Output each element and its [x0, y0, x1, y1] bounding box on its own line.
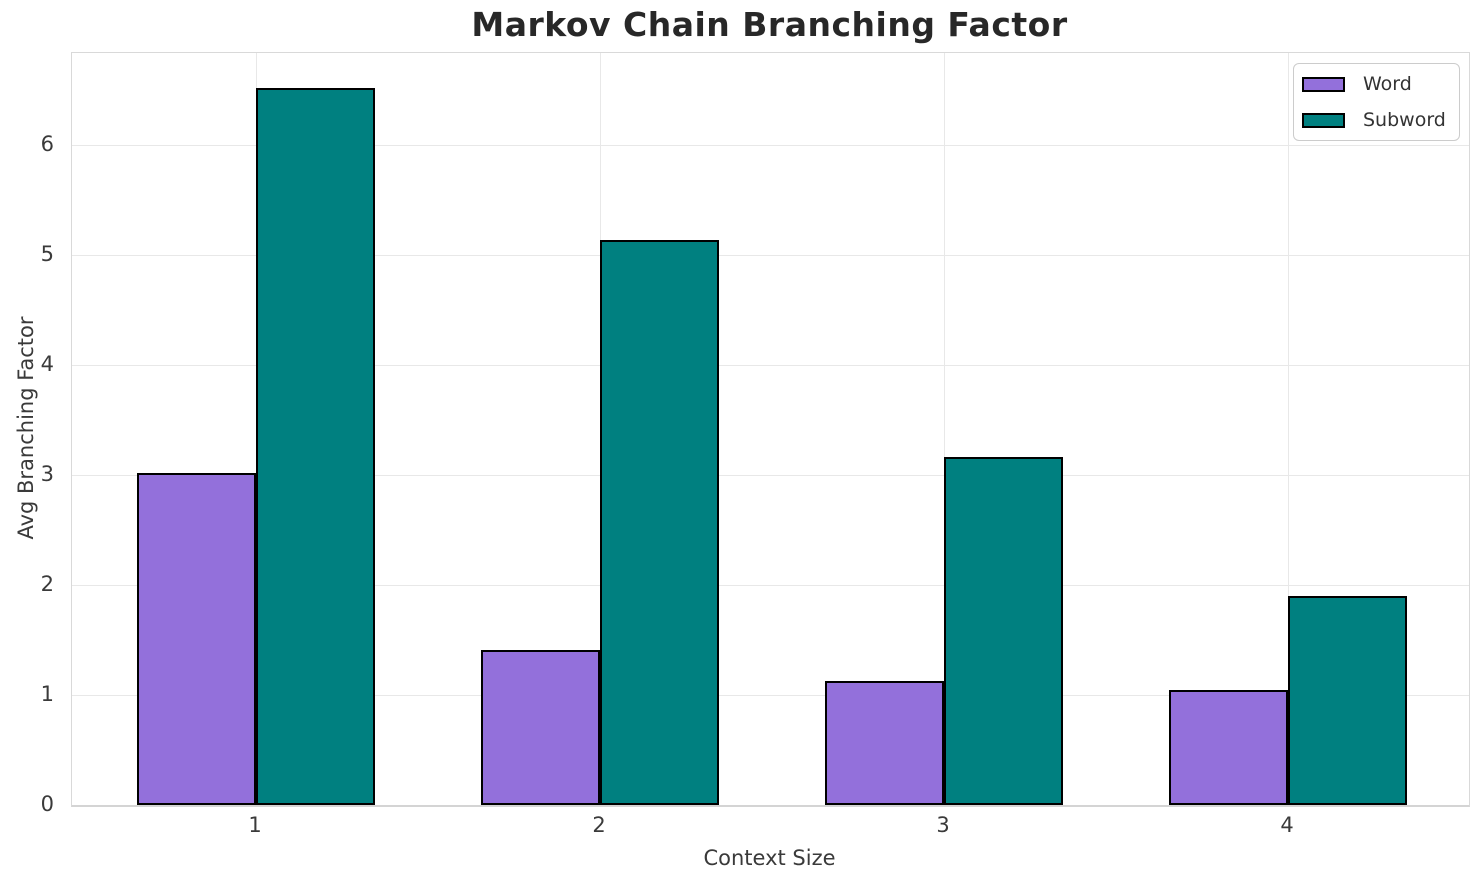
bar-word-context-1: [137, 472, 256, 805]
bar-subword-context-1: [256, 88, 375, 805]
bar-subword-context-2: [600, 239, 719, 805]
horizontal-gridline: [72, 145, 1469, 147]
bar-word-context-3: [825, 680, 944, 805]
legend-label: Word: [1363, 73, 1412, 95]
y-tick-label: 1: [40, 682, 54, 707]
y-tick-label: 2: [40, 572, 54, 597]
y-tick-label: 0: [40, 792, 54, 816]
legend-item-subword: Subword: [1302, 109, 1449, 131]
x-tick-label: 1: [248, 813, 262, 837]
x-axis-label: Context Size: [703, 846, 836, 870]
bar-word-context-4: [1169, 689, 1288, 805]
x-tick-label: 2: [592, 813, 606, 837]
legend-item-word: Word: [1302, 73, 1449, 95]
horizontal-gridline: [72, 365, 1469, 367]
bar-word-context-2: [481, 649, 600, 805]
legend-swatch-subword: [1302, 112, 1345, 128]
y-axis-label: Avg Branching Factor: [14, 316, 38, 540]
plot-area: [71, 52, 1470, 807]
y-tick-label: 4: [40, 352, 54, 377]
y-tick-label: 5: [40, 242, 54, 267]
horizontal-gridline: [72, 585, 1469, 587]
vertical-gridline: [1288, 53, 1289, 805]
chart-title: Markov Chain Branching Factor: [471, 5, 1068, 44]
y-tick-label: 3: [40, 462, 54, 487]
vertical-gridline: [944, 53, 945, 805]
legend-label: Subword: [1363, 109, 1446, 131]
legend: Word Subword: [1293, 63, 1460, 141]
horizontal-gridline: [72, 255, 1469, 257]
horizontal-gridline: [72, 695, 1469, 697]
y-tick-label: 6: [40, 132, 54, 157]
horizontal-gridline: [72, 475, 1469, 477]
bar-subword-context-4: [1288, 596, 1407, 805]
legend-swatch-word: [1302, 76, 1345, 92]
x-tick-label: 4: [1280, 813, 1294, 837]
x-tick-label: 3: [936, 813, 950, 837]
bar-subword-context-3: [944, 456, 1063, 805]
